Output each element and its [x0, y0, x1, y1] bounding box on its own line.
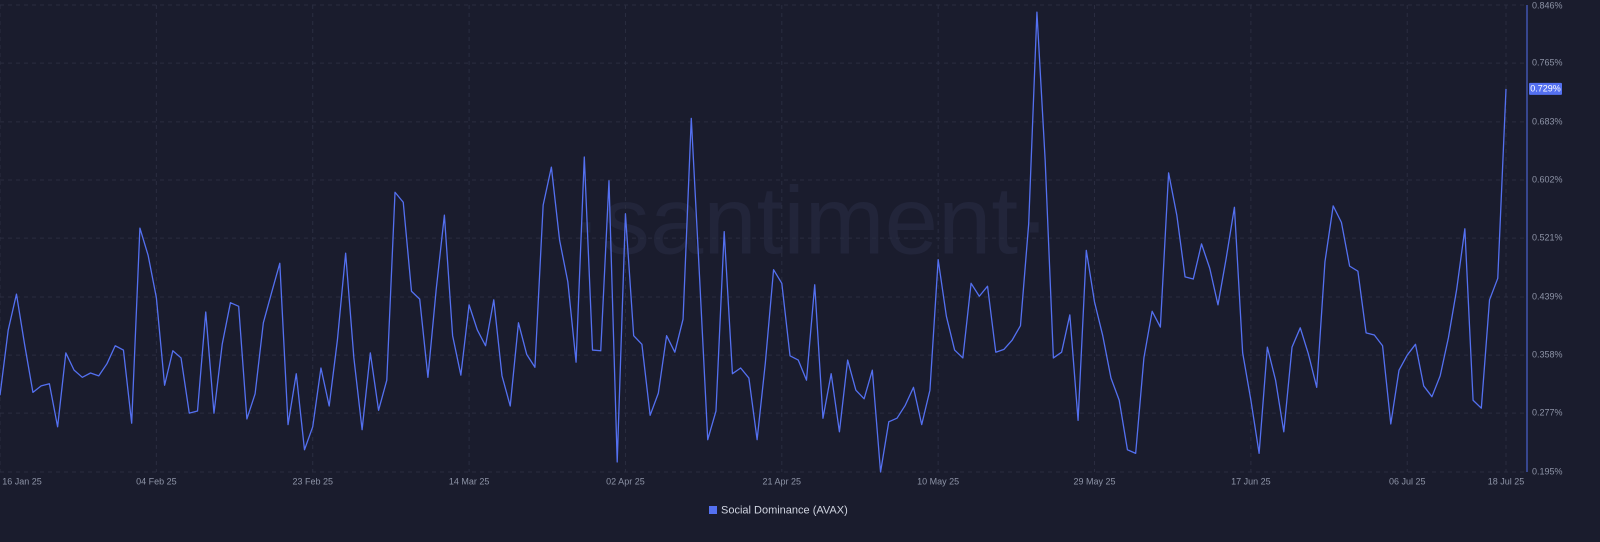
legend-label: Social Dominance (AVAX): [721, 504, 848, 516]
x-tick-label: 29 May 25: [1074, 476, 1116, 486]
y-tick-label: 0.358%: [1532, 349, 1563, 359]
x-tick-label: 16 Jan 25: [2, 476, 42, 486]
watermark: ·santiment·: [570, 167, 1050, 274]
y-tick-label: 0.195%: [1532, 466, 1563, 476]
y-tick-label: 0.683%: [1532, 116, 1563, 126]
x-tick-label: 17 Jun 25: [1231, 476, 1271, 486]
x-tick-label: 21 Apr 25: [763, 476, 802, 486]
legend-swatch: [709, 506, 717, 514]
y-tick-label: 0.439%: [1532, 291, 1563, 301]
y-tick-label: 0.846%: [1532, 0, 1563, 10]
x-tick-label: 23 Feb 25: [292, 476, 333, 486]
x-tick-label: 04 Feb 25: [136, 476, 177, 486]
y-tick-label: 0.521%: [1532, 233, 1563, 243]
x-tick-label: 14 Mar 25: [449, 476, 490, 486]
y-tick-label: 0.277%: [1532, 408, 1563, 418]
y-tick-label: 0.602%: [1532, 174, 1563, 184]
x-tick-label: 06 Jul 25: [1389, 476, 1426, 486]
x-tick-label: 02 Apr 25: [606, 476, 645, 486]
last-value-label: 0.729%: [1530, 83, 1561, 93]
last-value-box: [1529, 82, 1562, 95]
x-tick-label: 18 Jul 25: [1488, 476, 1525, 486]
data-line: [0, 11, 1507, 473]
y-tick-label: 0.765%: [1532, 57, 1563, 67]
x-tick-label: 10 May 25: [917, 476, 959, 486]
